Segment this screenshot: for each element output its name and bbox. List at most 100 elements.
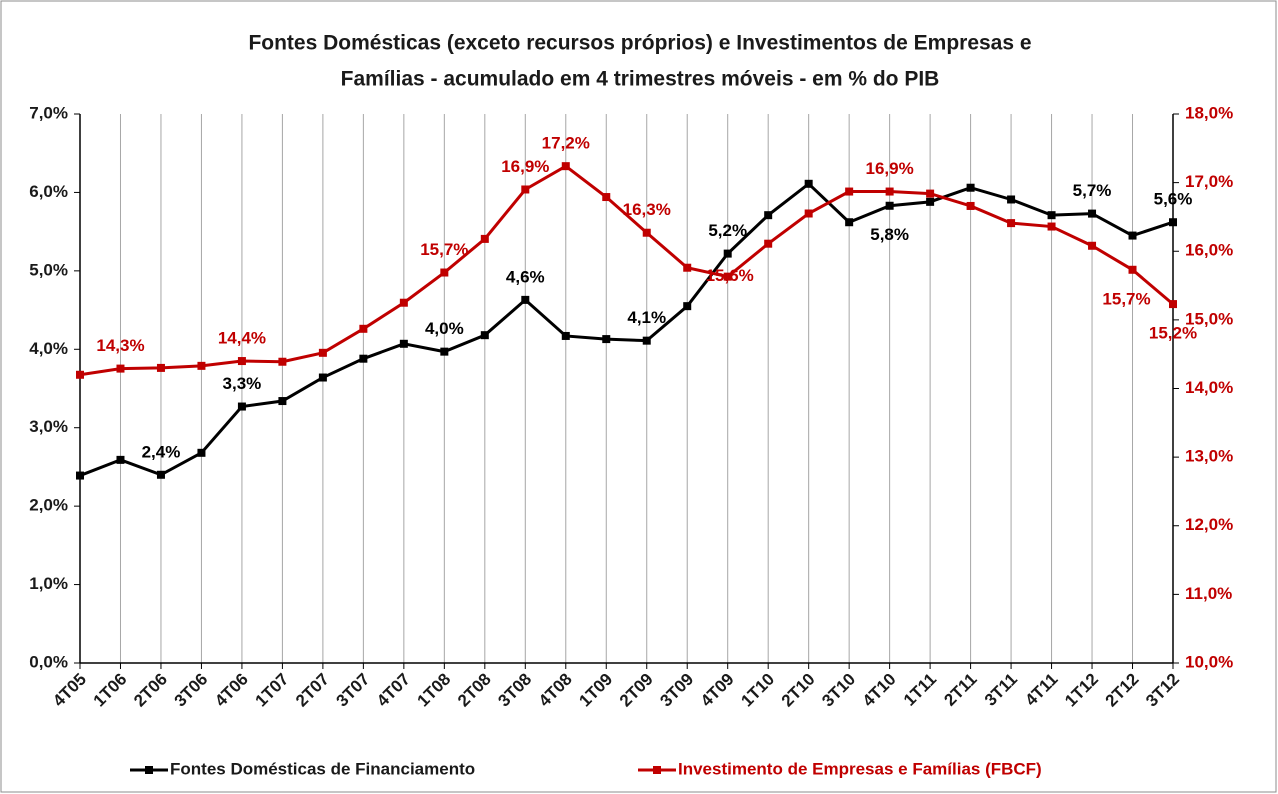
data-label: 5,7% [1073,181,1112,200]
point [966,183,975,192]
data-label: 17,2% [542,134,590,153]
point [602,193,611,202]
point [278,397,287,406]
point [804,209,813,218]
point [359,354,368,363]
point [885,187,894,196]
data-label: 14,4% [218,329,266,348]
data-label: 5,2% [708,221,747,240]
point [440,268,449,277]
point [845,218,854,227]
point [561,162,570,171]
point [1088,209,1097,218]
data-label: 15,7% [420,240,468,259]
point [237,402,246,411]
point [76,370,84,379]
point [885,201,894,210]
point [1128,231,1137,240]
y2-tick-label: 11,0% [1185,584,1232,603]
point [764,211,773,220]
y-tick-label: 7,0% [29,103,68,122]
y-tick-label: 6,0% [29,182,68,201]
data-label: 14,3% [96,336,144,355]
data-label: 16,9% [501,157,549,176]
point [723,272,732,281]
y-tick-label: 1,0% [29,574,68,593]
point [926,189,935,198]
y2-tick-label: 13,0% [1185,447,1233,466]
data-label: 4,1% [627,308,666,327]
point [723,249,732,258]
point [237,357,246,366]
point [116,455,125,464]
data-label: 16,3% [623,200,671,219]
point [1007,195,1016,204]
data-label: 16,9% [866,159,914,178]
point [359,324,368,333]
legend-label: Fontes Domésticas de Financiamento [170,759,475,778]
data-label: 15,7% [1102,289,1150,308]
point [399,298,408,307]
y-tick-label: 2,0% [29,496,68,515]
point [156,363,165,372]
point [764,239,773,248]
data-label: 15,6% [706,266,754,285]
series-line [79,181,1174,477]
point [1128,265,1137,274]
point [804,179,813,188]
y2-tick-label: 16,0% [1185,241,1233,260]
data-label: 2,4% [142,442,181,461]
point [318,348,327,357]
point [76,471,84,480]
point [521,295,530,304]
point [480,234,489,243]
y-tick-label: 5,0% [29,260,68,279]
point [197,361,206,370]
data-label: 5,6% [1154,190,1193,209]
point [1169,218,1177,227]
point [926,197,935,206]
point [1007,219,1016,228]
y2-tick-label: 12,0% [1185,515,1233,534]
data-label: 5,8% [870,225,909,244]
point [1047,222,1056,231]
point [561,331,570,340]
point [480,331,489,340]
legend-label: Investimento de Empresas e Famílias (FBC… [678,759,1042,778]
y-tick-label: 4,0% [29,339,68,358]
chart-title: Famílias - acumulado em 4 trimestres móv… [341,68,940,91]
data-label: 4,0% [425,319,464,338]
point [197,448,206,457]
point [116,364,125,373]
y2-tick-label: 17,0% [1185,172,1233,191]
y2-tick-label: 18,0% [1185,103,1233,122]
point [399,339,408,348]
data-label: 4,6% [506,267,545,286]
point [1169,300,1177,309]
point [278,357,287,366]
point [521,185,530,194]
point [440,347,449,356]
y2-tick-label: 15,0% [1185,309,1233,328]
point [318,373,327,382]
point [966,201,975,210]
point [1047,211,1056,220]
point [602,335,611,344]
series-line [79,164,1174,377]
point [683,263,692,272]
point [845,187,854,196]
data-label: 3,3% [223,374,262,393]
chart-title: Fontes Domésticas (exceto recursos própr… [248,32,1031,55]
y2-tick-label: 14,0% [1185,378,1233,397]
legend-swatch [145,766,153,774]
point [156,470,165,479]
point [1088,241,1097,250]
y-tick-label: 0,0% [29,652,68,671]
legend-swatch [653,766,661,774]
point [642,336,651,345]
point [642,228,651,237]
y-tick-label: 3,0% [29,417,68,436]
data-label: 15,2% [1149,324,1197,343]
